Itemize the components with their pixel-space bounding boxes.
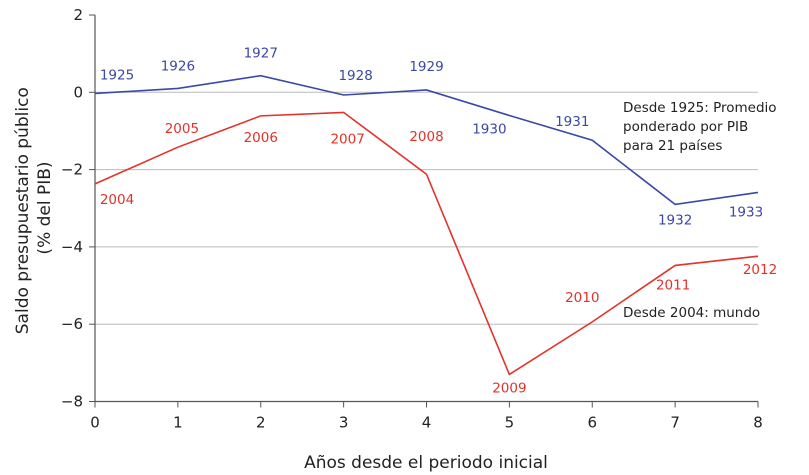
annotations: Desde 1925: Promedio ponderado por PIB par… xyxy=(623,100,777,321)
y-tick-label: 0 xyxy=(73,83,83,101)
point-label: 2011 xyxy=(656,277,690,293)
x-tick-label: 1 xyxy=(173,414,183,432)
y-axis-label: Saldo presupuestario público (% del PIB) xyxy=(13,82,55,334)
y-tick-label: 2 xyxy=(73,6,83,24)
series-annotation: para 21 países xyxy=(623,138,722,154)
point-label: 2012 xyxy=(743,262,777,278)
point-label: 2008 xyxy=(409,129,443,145)
y-tick-label: −4 xyxy=(61,238,83,256)
y-tick-label: −8 xyxy=(61,393,83,411)
y-axis-label-line-1: Saldo presupuestario público xyxy=(13,87,33,334)
point-label: 2007 xyxy=(330,131,364,147)
x-axis-label: Años desde el periodo inicial xyxy=(304,453,548,473)
point-label: 2005 xyxy=(165,121,199,137)
x-tick-label: 6 xyxy=(587,414,597,432)
point-label: 1925 xyxy=(100,67,134,83)
x-tick-label: 4 xyxy=(422,414,432,432)
x-tick-label: 8 xyxy=(753,414,763,432)
point-label: 2009 xyxy=(492,380,526,396)
point-label: 1929 xyxy=(409,59,443,75)
y-ticks: 2 0 −2 −4 −6 −8 xyxy=(61,6,95,411)
point-label: 1933 xyxy=(729,204,763,220)
x-tick-label: 2 xyxy=(256,414,266,432)
series-annotation: Desde 1925: Promedio xyxy=(623,100,777,116)
x-tick-label: 7 xyxy=(670,414,680,432)
point-label: 1928 xyxy=(338,68,372,84)
point-label: 1930 xyxy=(472,121,506,137)
y-tick-label: −2 xyxy=(61,161,83,179)
y-tick-label: −6 xyxy=(61,315,83,333)
series-group: 1925 1926 1927 1928 1929 1930 1931 1932 1933 2004… xyxy=(94,46,777,396)
x-tick-label: 0 xyxy=(90,414,100,432)
series-annotation: Desde 2004: mundo xyxy=(623,305,760,321)
point-label: 1926 xyxy=(161,58,195,74)
point-label: 2010 xyxy=(565,290,599,306)
x-ticks: 0 1 2 3 4 5 6 7 8 xyxy=(90,400,763,432)
series-annotation: ponderado por PIB xyxy=(623,119,748,135)
y-axis-label-line-2: (% del PIB) xyxy=(35,161,55,254)
gridlines xyxy=(95,91,758,325)
point-label: 2004 xyxy=(100,192,134,208)
point-label: 1931 xyxy=(555,114,589,130)
x-tick-label: 3 xyxy=(339,414,349,432)
point-label: 1932 xyxy=(658,212,692,228)
point-label: 2006 xyxy=(244,130,278,146)
point-label: 1927 xyxy=(244,46,278,62)
x-tick-label: 5 xyxy=(505,414,515,432)
